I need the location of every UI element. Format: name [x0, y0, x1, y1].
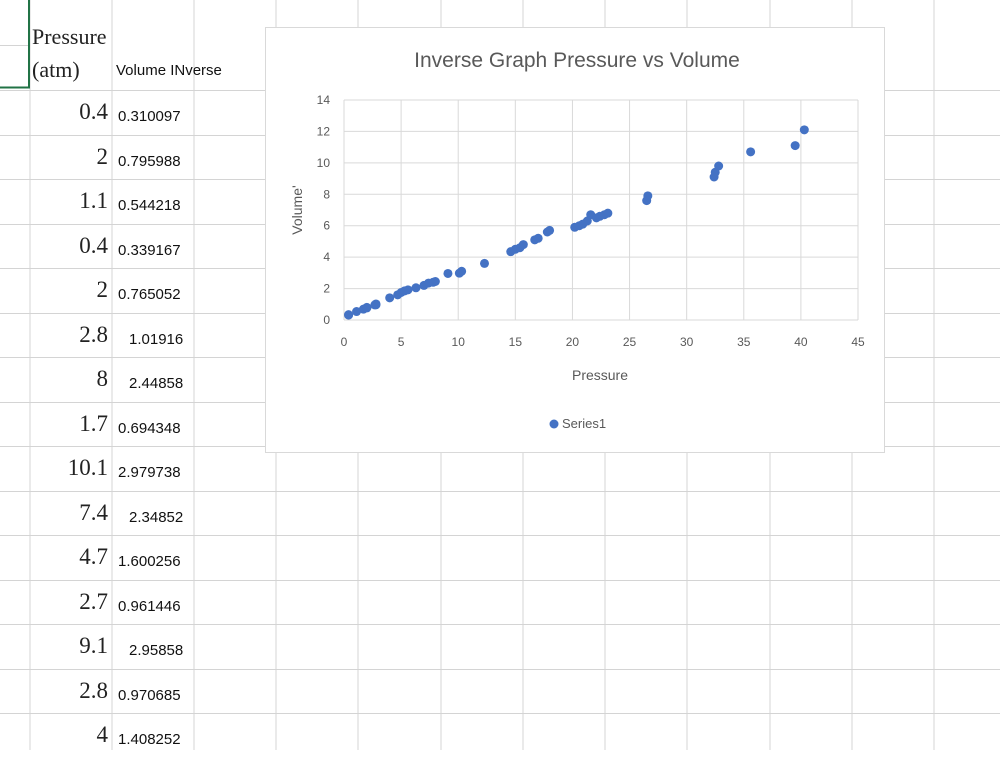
cell-pressure[interactable]: 9.1 — [79, 633, 108, 658]
cell-pressure[interactable]: 2.8 — [79, 321, 108, 347]
cell-volume-inverse[interactable]: 0.765052 — [118, 286, 181, 303]
cell-volume-inverse[interactable]: 0.310097 — [118, 108, 181, 125]
legend-label: Series1 — [562, 416, 606, 431]
cell-pressure[interactable]: 7.4 — [79, 499, 108, 525]
cell-volume-inverse[interactable]: 2.34852 — [129, 508, 184, 526]
cell-pressure[interactable]: 10.1 — [67, 455, 108, 480]
data-point[interactable] — [533, 233, 543, 243]
data-point[interactable] — [403, 285, 413, 295]
cell-pressure[interactable]: 1.7 — [79, 410, 108, 436]
cell-pressure[interactable]: 8 — [96, 366, 109, 391]
data-point[interactable] — [411, 283, 421, 293]
data-point[interactable] — [545, 225, 555, 235]
data-point[interactable] — [603, 208, 613, 218]
x-tick-label: 20 — [566, 335, 580, 349]
cell-pressure[interactable]: 0.4 — [79, 99, 108, 124]
header-volume-inverse[interactable]: Volume INverse — [116, 62, 222, 79]
data-point[interactable] — [385, 293, 395, 303]
cell-volume-inverse[interactable]: 2.979738 — [118, 464, 181, 481]
data-point[interactable] — [352, 307, 362, 317]
cell-volume-inverse[interactable]: 0.795988 — [118, 152, 181, 170]
data-point[interactable] — [714, 161, 724, 171]
cell-volume-inverse[interactable]: 0.339167 — [118, 241, 181, 259]
scatter-chart: 0 5 10 15 20 25 30 35 40 45 0 2 4 6 8 10 12 14 Inverse Gra… — [289, 49, 865, 431]
data-point[interactable] — [443, 268, 453, 278]
cell-volume-inverse[interactable]: 0.961446 — [118, 597, 181, 615]
x-tick-label: 45 — [851, 335, 865, 349]
x-tick-label: 35 — [737, 335, 751, 349]
cell-volume-inverse[interactable]: 1.01916 — [129, 330, 184, 348]
cell-pressure[interactable]: 2 — [96, 143, 109, 169]
data-point[interactable] — [643, 191, 653, 201]
data-point[interactable] — [746, 147, 756, 157]
data-point[interactable] — [479, 258, 489, 268]
cell-volume-inverse[interactable]: 0.694348 — [118, 419, 181, 437]
header-pressure[interactable]: Pressure (atm) — [32, 24, 107, 82]
cell-volume-inverse[interactable]: 0.970685 — [118, 686, 181, 704]
data-point[interactable] — [362, 302, 372, 312]
x-tick-label: 0 — [341, 335, 348, 349]
y-tick-label: 14 — [317, 93, 331, 107]
x-tick-label: 15 — [509, 335, 523, 349]
chart-area[interactable]: 0 5 10 15 20 25 30 35 40 45 0 2 4 6 8 10 12 14 Inverse Gra… — [265, 27, 885, 453]
legend-marker — [549, 419, 559, 429]
cell-volume-inverse[interactable]: 1.600256 — [118, 553, 181, 570]
x-tick-label: 5 — [398, 335, 405, 349]
x-tick-label: 10 — [452, 335, 466, 349]
cell-pressure[interactable]: 1.1 — [79, 188, 108, 213]
cell-volume-inverse[interactable]: 2.95858 — [129, 642, 184, 659]
cell-pressure[interactable]: 0.4 — [79, 232, 108, 258]
data-point[interactable] — [457, 266, 467, 276]
data-point[interactable] — [430, 277, 440, 286]
series-points — [344, 125, 809, 320]
y-tick-label: 8 — [323, 187, 330, 201]
y-tick-label: 4 — [323, 250, 330, 264]
cell-volume-inverse[interactable]: 1.408252 — [118, 731, 181, 748]
y-tick-label: 10 — [317, 156, 331, 170]
data-point[interactable] — [790, 141, 800, 151]
x-tick-label: 40 — [794, 335, 808, 349]
cell-volume-inverse[interactable]: 2.44858 — [129, 375, 184, 392]
cell-pressure[interactable]: 2 — [96, 277, 109, 302]
y-tick-label: 0 — [323, 313, 330, 327]
data-point[interactable] — [518, 240, 528, 250]
cell-pressure[interactable]: 4.7 — [79, 544, 108, 569]
y-tick-label: 2 — [323, 282, 330, 296]
cell-pressure[interactable]: 4 — [96, 722, 109, 747]
data-point[interactable] — [344, 310, 354, 320]
cell-volume-inverse[interactable]: 0.544218 — [118, 197, 181, 214]
y-tick-label: 12 — [317, 124, 331, 138]
cell-pressure[interactable]: 2.7 — [79, 588, 108, 614]
y-axis-label: Volume' — [289, 185, 305, 234]
data-point[interactable] — [371, 299, 381, 309]
y-tick-label: 6 — [323, 219, 330, 233]
chart-title: Inverse Graph Pressure vs Volume — [414, 49, 740, 72]
x-tick-label: 25 — [623, 335, 637, 349]
data-point[interactable] — [799, 125, 809, 135]
cell-pressure[interactable]: 2.8 — [79, 677, 108, 703]
x-axis-label: Pressure — [572, 367, 628, 383]
x-tick-label: 30 — [680, 335, 694, 349]
